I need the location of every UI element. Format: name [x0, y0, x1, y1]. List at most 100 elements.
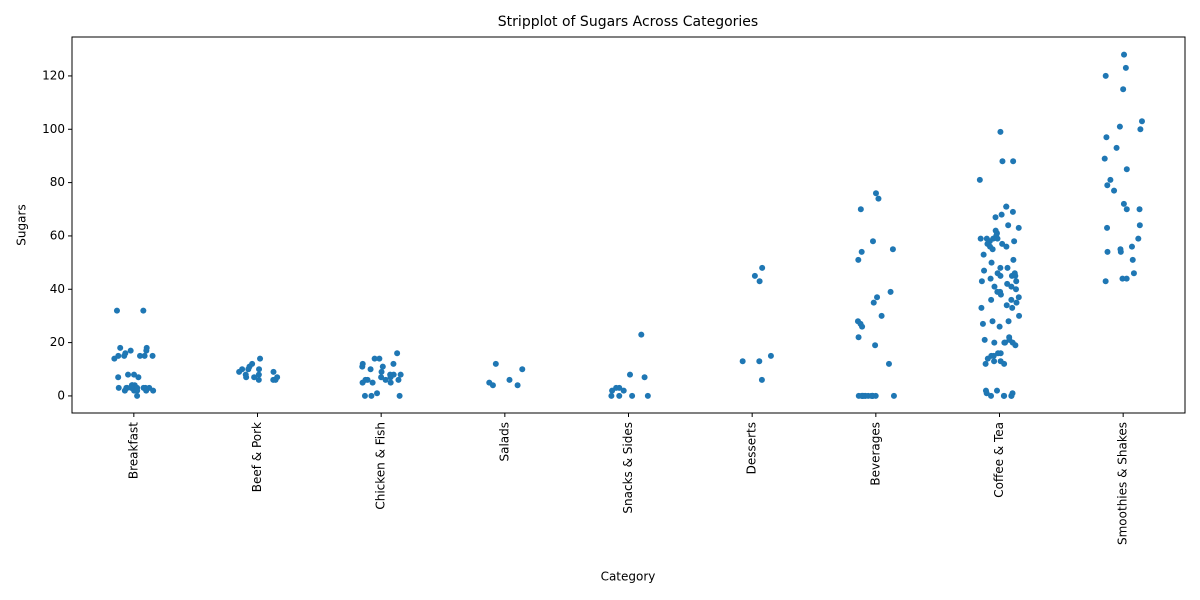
- point: [981, 267, 988, 274]
- point: [390, 360, 397, 367]
- point: [857, 206, 864, 213]
- point: [1016, 312, 1023, 319]
- point: [387, 379, 394, 386]
- point: [379, 363, 386, 370]
- point: [374, 390, 381, 397]
- point: [855, 334, 862, 341]
- point: [874, 294, 881, 301]
- point: [1116, 123, 1123, 130]
- point: [1004, 264, 1011, 271]
- point: [984, 355, 991, 362]
- x-tick-label: Chicken & Fish: [374, 422, 388, 510]
- point: [135, 374, 142, 381]
- point: [988, 296, 995, 303]
- point: [996, 323, 1003, 330]
- point: [131, 371, 138, 378]
- point: [113, 307, 120, 314]
- point: [1104, 182, 1111, 189]
- point: [367, 366, 374, 373]
- point: [115, 384, 122, 391]
- point: [245, 366, 252, 373]
- point: [1122, 64, 1129, 71]
- point: [1003, 243, 1010, 250]
- point: [872, 190, 879, 197]
- y-tick-label: 40: [50, 282, 65, 296]
- point: [859, 323, 866, 330]
- x-tick-label: Beverages: [868, 422, 882, 486]
- point: [977, 235, 984, 242]
- point: [1012, 272, 1019, 279]
- point: [134, 392, 141, 399]
- point: [978, 304, 985, 311]
- point: [1008, 296, 1015, 303]
- point: [1119, 275, 1126, 282]
- point: [489, 382, 496, 389]
- point: [609, 387, 616, 394]
- point: [257, 355, 264, 362]
- point: [117, 344, 124, 351]
- point: [1011, 238, 1018, 245]
- point: [979, 320, 986, 327]
- point: [387, 374, 394, 381]
- point: [251, 374, 258, 381]
- point: [1120, 200, 1127, 207]
- point: [1104, 248, 1111, 255]
- point: [890, 392, 897, 399]
- point: [620, 387, 627, 394]
- point: [1005, 222, 1012, 229]
- point: [1101, 155, 1108, 162]
- point: [759, 264, 766, 271]
- y-tick-label: 20: [50, 335, 65, 349]
- point: [739, 358, 746, 365]
- point: [371, 355, 378, 362]
- point: [626, 371, 633, 378]
- point: [125, 371, 132, 378]
- point: [987, 275, 994, 282]
- point: [982, 360, 989, 367]
- point: [1013, 286, 1020, 293]
- point: [1123, 166, 1130, 173]
- point: [1138, 118, 1145, 125]
- x-tick-label: Breakfast: [126, 422, 140, 479]
- point: [756, 278, 763, 285]
- point: [998, 211, 1005, 218]
- point: [1120, 86, 1127, 93]
- point: [767, 352, 774, 359]
- point: [1013, 278, 1020, 285]
- point: [1015, 224, 1022, 231]
- point: [123, 384, 130, 391]
- point: [1010, 158, 1017, 165]
- point: [1107, 176, 1114, 183]
- point: [1008, 392, 1015, 399]
- point: [1136, 206, 1143, 213]
- point: [396, 392, 403, 399]
- point: [885, 360, 892, 367]
- point: [997, 291, 1004, 298]
- point: [641, 374, 648, 381]
- point: [1111, 187, 1118, 194]
- point: [1123, 275, 1130, 282]
- point: [995, 350, 1002, 357]
- point: [644, 392, 651, 399]
- point: [1102, 278, 1109, 285]
- point: [1130, 270, 1137, 277]
- point: [243, 374, 250, 381]
- point: [756, 358, 763, 365]
- point: [875, 195, 882, 202]
- point: [376, 355, 383, 362]
- point: [111, 355, 118, 362]
- y-tick-label: 0: [57, 388, 65, 402]
- point: [1009, 304, 1016, 311]
- point: [608, 392, 615, 399]
- point: [236, 368, 243, 375]
- point: [395, 376, 402, 383]
- point: [855, 256, 862, 263]
- point: [382, 376, 389, 383]
- point: [997, 272, 1004, 279]
- point: [858, 248, 865, 255]
- point: [1123, 206, 1130, 213]
- y-tick-label: 80: [50, 175, 65, 189]
- point: [1003, 302, 1010, 309]
- point: [368, 392, 375, 399]
- point: [1013, 299, 1020, 306]
